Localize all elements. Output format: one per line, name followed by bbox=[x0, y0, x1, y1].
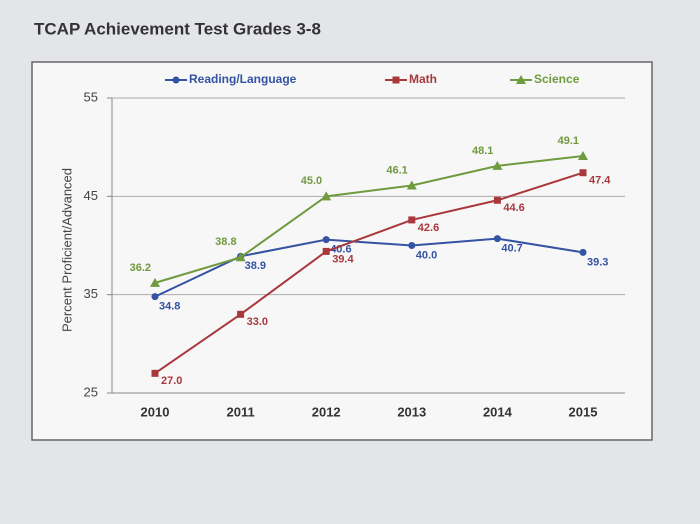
data-point bbox=[492, 160, 503, 170]
data-point bbox=[151, 293, 159, 301]
data-point bbox=[235, 252, 246, 262]
data-point bbox=[237, 310, 245, 318]
data-point bbox=[493, 235, 501, 243]
x-tick-label: 2015 bbox=[569, 404, 598, 419]
series-line bbox=[154, 155, 584, 284]
data-label: 34.8 bbox=[159, 301, 180, 313]
data-point bbox=[322, 247, 330, 255]
data-label: 38.8 bbox=[215, 236, 236, 248]
data-label: 38.9 bbox=[245, 260, 266, 272]
data-point bbox=[408, 216, 416, 224]
data-point bbox=[150, 277, 160, 287]
data-point bbox=[322, 236, 330, 244]
data-label: 33.0 bbox=[247, 316, 268, 328]
data-label: 46.1 bbox=[386, 164, 407, 176]
y-tick-label: 45 bbox=[84, 188, 98, 203]
data-label: 44.6 bbox=[503, 202, 524, 214]
series-line bbox=[154, 171, 584, 375]
data-label: 40.6 bbox=[330, 244, 351, 256]
data-label: 42.6 bbox=[418, 222, 439, 234]
x-tick-label: 2011 bbox=[226, 404, 254, 419]
data-label: 48.1 bbox=[472, 145, 493, 157]
x-tick-label: 2010 bbox=[141, 404, 170, 419]
legend-label: Reading/Language bbox=[189, 72, 297, 86]
legend-marker bbox=[516, 75, 526, 84]
y-tick-label: 35 bbox=[84, 286, 98, 301]
data-point bbox=[406, 180, 417, 190]
data-label: 49.1 bbox=[558, 135, 579, 147]
data-label: 40.7 bbox=[501, 243, 522, 255]
chart-frame bbox=[31, 61, 653, 441]
data-point bbox=[579, 169, 587, 177]
legend-marker bbox=[172, 76, 180, 84]
y-tick-label: 55 bbox=[84, 89, 98, 104]
data-point bbox=[579, 248, 587, 256]
legend-label: Math bbox=[409, 72, 437, 86]
legend-label: Science bbox=[534, 72, 580, 86]
data-label: 40.0 bbox=[416, 249, 437, 261]
series-line bbox=[154, 237, 584, 298]
y-tick-label: 25 bbox=[84, 384, 98, 399]
legend-marker bbox=[392, 76, 400, 84]
data-label: 36.2 bbox=[130, 262, 151, 274]
x-tick-label: 2014 bbox=[483, 404, 513, 419]
data-point bbox=[578, 151, 588, 161]
y-axis-title: Percent Proficient/Advanced bbox=[59, 168, 74, 332]
x-tick-label: 2013 bbox=[397, 404, 426, 419]
data-label: 45.0 bbox=[301, 175, 322, 187]
data-label: 27.0 bbox=[161, 375, 182, 387]
data-point bbox=[493, 196, 501, 204]
data-point bbox=[321, 191, 332, 201]
data-label: 39.4 bbox=[332, 253, 354, 265]
data-label: 47.4 bbox=[589, 175, 611, 187]
x-tick-label: 2012 bbox=[312, 404, 341, 419]
chart-title: TCAP Achievement Test Grades 3-8 bbox=[34, 19, 321, 38]
data-label: 39.3 bbox=[587, 256, 608, 268]
data-point bbox=[151, 369, 159, 377]
data-point bbox=[408, 242, 416, 249]
